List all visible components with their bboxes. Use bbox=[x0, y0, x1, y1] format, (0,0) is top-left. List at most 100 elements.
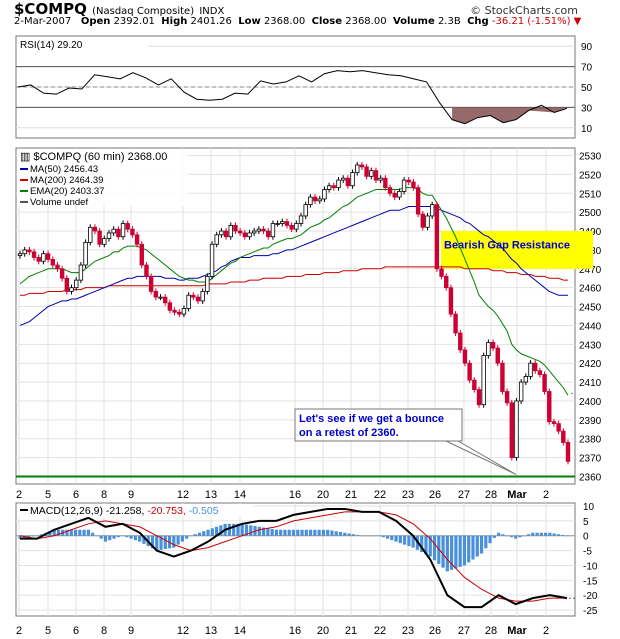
candle-body bbox=[200, 291, 205, 302]
macd-histogram-bar bbox=[479, 535, 484, 554]
macd-histogram-bar bbox=[539, 532, 543, 536]
low-label: Low bbox=[238, 16, 261, 27]
candle-body bbox=[528, 362, 533, 377]
candle-body bbox=[350, 172, 355, 187]
macd-histogram-bar bbox=[326, 529, 330, 536]
macd-histogram-bar bbox=[185, 535, 189, 539]
price-tick-label: 2430 bbox=[579, 340, 602, 351]
macd-histogram-bar bbox=[108, 535, 112, 541]
price-x-tick: Mar bbox=[507, 489, 527, 501]
low-value: 2368.00 bbox=[263, 16, 306, 27]
high-value: 2401.26 bbox=[190, 16, 232, 27]
candle-body bbox=[542, 374, 547, 392]
price-x-tick: 9 bbox=[128, 489, 134, 501]
macd-tick-label: -10 bbox=[583, 561, 598, 572]
macd-histogram-bar bbox=[18, 535, 22, 539]
candle-body bbox=[308, 196, 313, 206]
rsi-tick-label: 10 bbox=[581, 124, 593, 135]
rsi-tick-label: 70 bbox=[581, 63, 593, 74]
candle-body bbox=[312, 196, 318, 202]
macd-histogram-bar bbox=[35, 535, 39, 537]
candle-body bbox=[340, 177, 346, 181]
price-tick-label: 2440 bbox=[579, 321, 602, 332]
quote-line: 2-Mar-2007 Open 2392.01 High 2401.26 Low… bbox=[14, 16, 581, 27]
price-tick-label: 2380 bbox=[579, 435, 602, 446]
macd-histogram-bar bbox=[69, 529, 73, 536]
candle-body bbox=[186, 294, 191, 309]
candle-body bbox=[195, 296, 201, 302]
macd-histogram-bar bbox=[373, 535, 377, 537]
macd-histogram-bar bbox=[73, 529, 78, 536]
price-x-tick: 21 bbox=[345, 489, 357, 501]
price-x-tick: 26 bbox=[429, 489, 441, 501]
candle-body bbox=[523, 376, 529, 383]
macd-histogram-bar bbox=[26, 535, 31, 538]
macd-histogram-bar bbox=[471, 535, 475, 560]
candle-body bbox=[266, 230, 271, 238]
macd-histogram-bar bbox=[120, 535, 125, 537]
macd-histogram-bar bbox=[445, 535, 449, 572]
candle-body bbox=[458, 332, 463, 351]
macd-tick-label: -15 bbox=[583, 576, 598, 587]
macd-histogram-bar bbox=[214, 526, 219, 536]
macd-histogram-bar bbox=[556, 534, 561, 536]
chart-title: $COMPQ (Nasdaq Composite) INDX bbox=[14, 0, 224, 18]
bounce-annotation-line2: on a retest of 2360. bbox=[299, 427, 399, 439]
macd-x-tick: 28 bbox=[485, 625, 497, 637]
candle-body bbox=[518, 381, 524, 402]
candle-body bbox=[205, 275, 210, 292]
price-x-tick: 13 bbox=[205, 489, 217, 501]
legend-entry: Volume undef bbox=[30, 197, 88, 208]
price-tick-label: 2510 bbox=[579, 189, 602, 200]
price-x-tick: 16 bbox=[289, 489, 301, 501]
macd-histogram-bar bbox=[338, 531, 343, 536]
macd-histogram-bar bbox=[116, 535, 120, 538]
candle-body bbox=[495, 347, 500, 364]
candle-body bbox=[219, 230, 224, 236]
candle-body bbox=[556, 423, 561, 432]
candle-body bbox=[551, 421, 557, 424]
rsi-line bbox=[17, 70, 568, 125]
candle-body bbox=[181, 308, 187, 315]
candle-body bbox=[144, 264, 149, 277]
close-label: Close bbox=[311, 16, 343, 27]
macd-histogram-bar bbox=[313, 529, 317, 536]
price-x-tick: 27 bbox=[458, 489, 470, 501]
rsi-tick-label: 30 bbox=[581, 103, 593, 114]
macd-histogram-bar bbox=[65, 529, 69, 536]
macd-histogram-bar bbox=[52, 529, 56, 536]
candle-body bbox=[509, 402, 514, 458]
macd-label-bg bbox=[18, 504, 253, 517]
candle-body bbox=[467, 362, 472, 381]
price-tick-label: 2390 bbox=[579, 416, 602, 427]
macd-histogram-bar bbox=[197, 532, 202, 536]
close-value: 2368.00 bbox=[345, 16, 387, 27]
candle-body bbox=[69, 287, 74, 292]
macd-histogram-bar bbox=[424, 535, 428, 555]
macd-histogram-bar bbox=[317, 529, 321, 536]
candle-body bbox=[429, 204, 435, 217]
rsi-oversold-fill bbox=[452, 107, 567, 124]
macd-signal-line bbox=[19, 511, 567, 602]
candle-body bbox=[378, 177, 383, 181]
macd-histogram-bar bbox=[497, 532, 501, 536]
candle-body bbox=[242, 232, 248, 238]
macd-histogram-bar bbox=[176, 535, 180, 545]
candle-body bbox=[191, 294, 196, 298]
candle-body bbox=[514, 400, 519, 458]
price-x-tick: 20 bbox=[317, 489, 329, 501]
macd-histogram-bar bbox=[535, 532, 539, 536]
candle-body bbox=[462, 349, 468, 364]
chg-label: Chg bbox=[467, 16, 489, 27]
macd-histogram-bar bbox=[270, 529, 274, 536]
candle-body bbox=[275, 223, 280, 225]
volume-label: Volume bbox=[392, 16, 435, 27]
price-x-tick: 14 bbox=[234, 489, 246, 501]
macd-histogram-bar bbox=[266, 528, 270, 536]
macd-histogram-bar bbox=[86, 529, 90, 536]
macd-histogram-bar bbox=[227, 523, 231, 536]
macd-x-tick: 5 bbox=[45, 625, 51, 637]
macd-histogram-bar bbox=[390, 535, 394, 541]
macd-histogram-bar bbox=[283, 529, 287, 536]
macd-histogram-bar bbox=[518, 535, 522, 538]
